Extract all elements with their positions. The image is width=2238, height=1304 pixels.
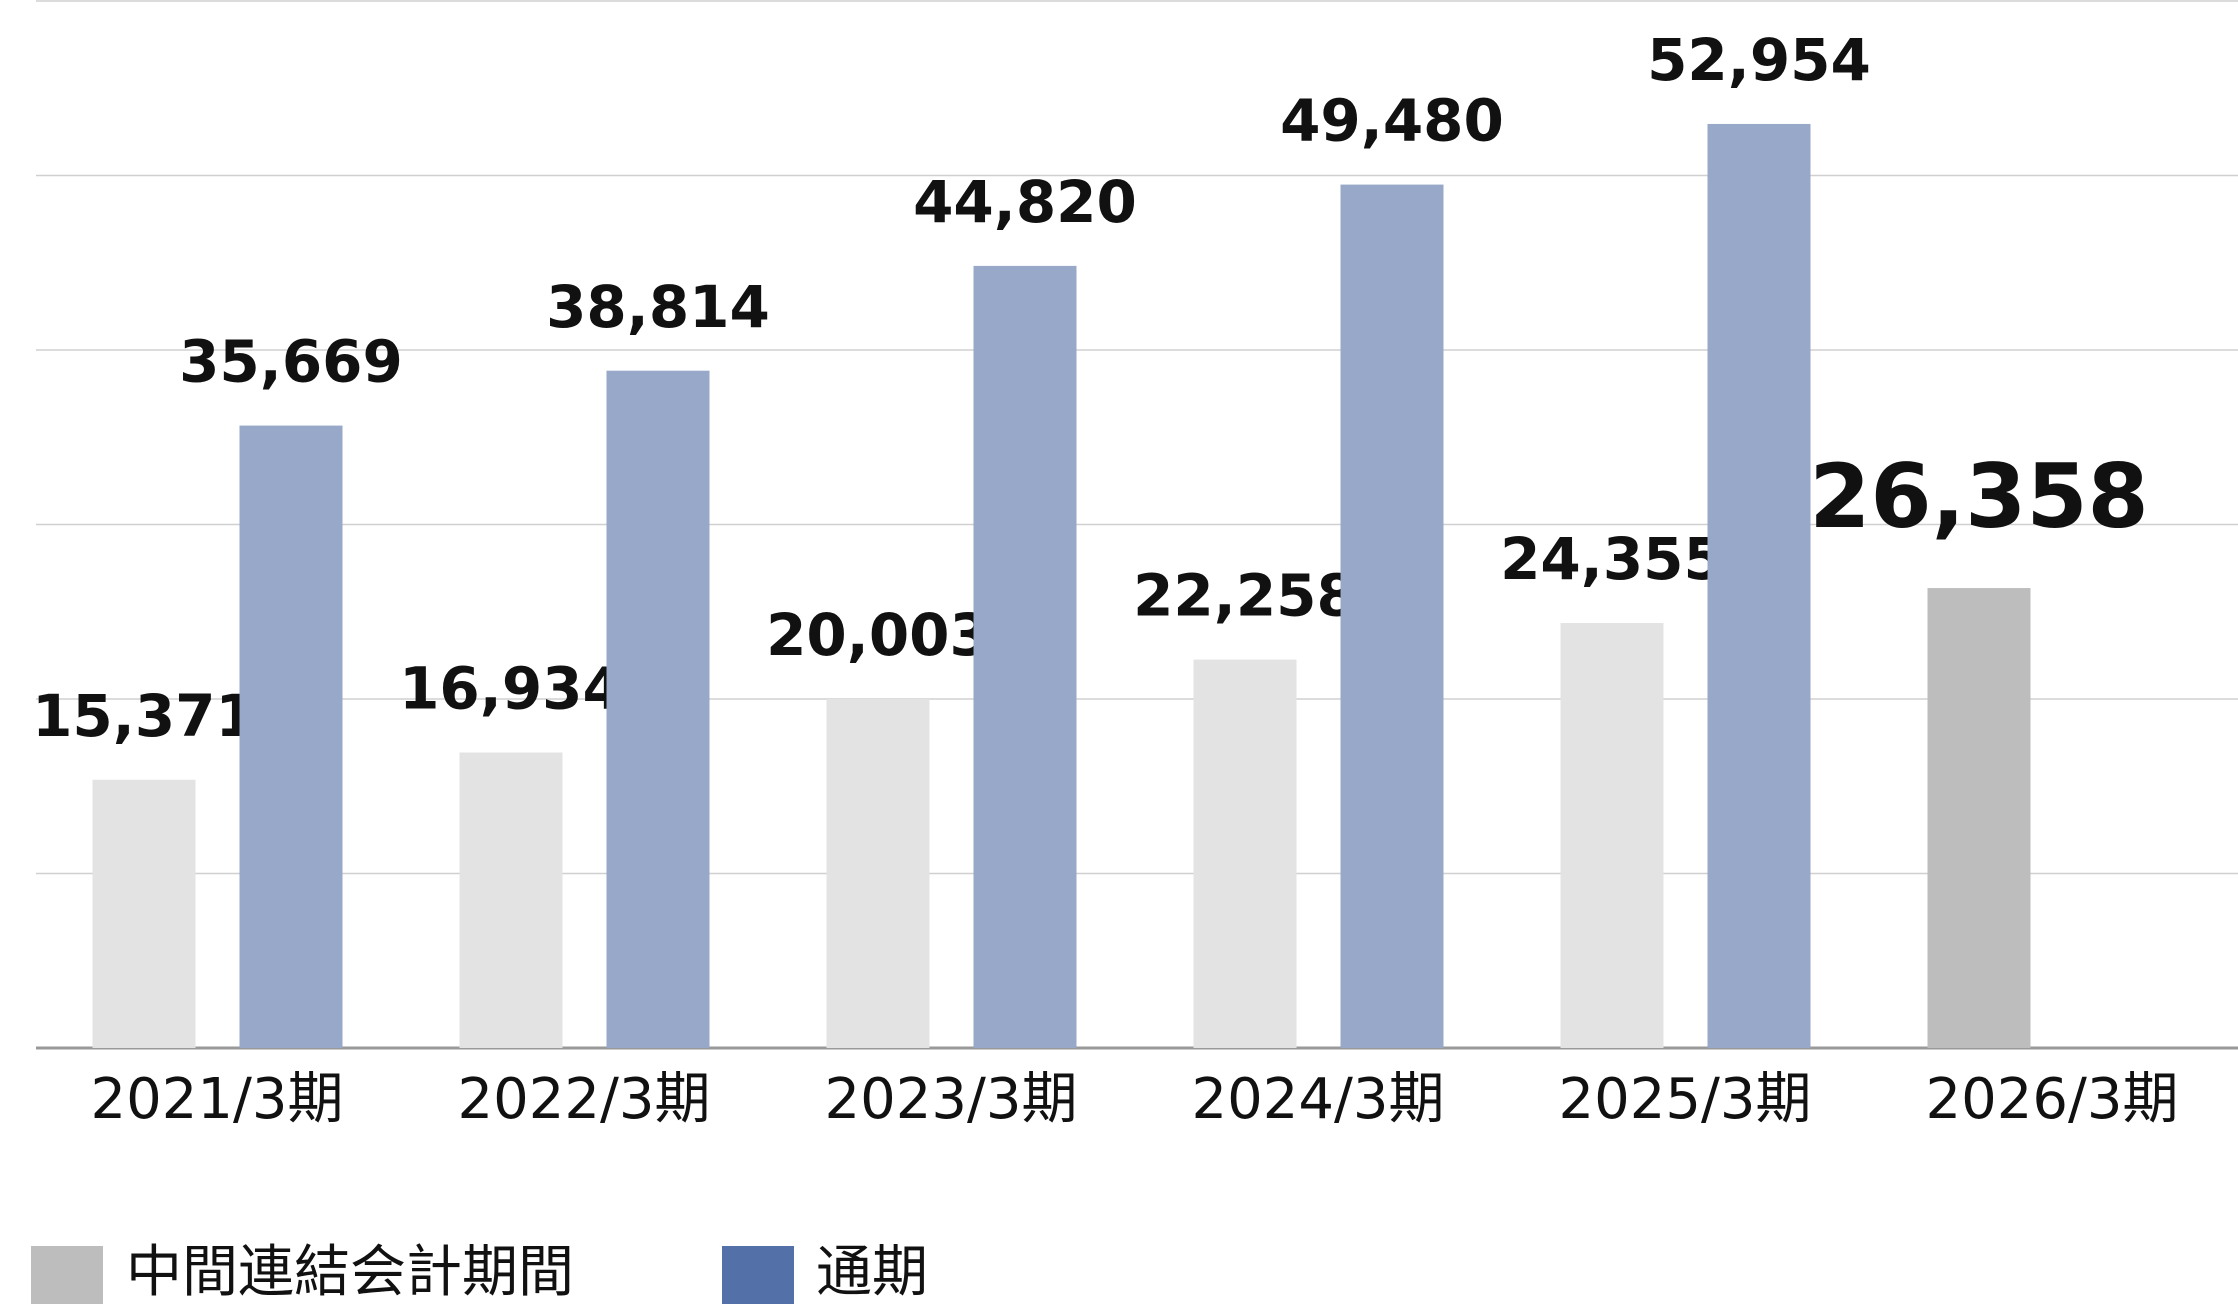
x-tick-label: 2023/3期 [824, 1067, 1077, 1132]
x-tick-label: 2025/3期 [1558, 1067, 1811, 1132]
value-label: 44,820 [913, 168, 1137, 236]
legend-label: 通期 [816, 1240, 928, 1304]
bar [1927, 588, 2031, 1048]
bar [973, 265, 1077, 1048]
value-label: 38,814 [546, 273, 770, 341]
value-label: 35,669 [179, 328, 403, 396]
legend-swatch [722, 1246, 794, 1304]
bar [606, 370, 710, 1049]
bar [1193, 659, 1297, 1048]
value-label: 26,358 [1809, 445, 2149, 548]
value-label: 22,258 [1133, 562, 1357, 630]
bar [239, 425, 343, 1049]
bar [92, 779, 196, 1048]
x-tick-label: 2024/3期 [1191, 1067, 1444, 1132]
bar [1560, 623, 1664, 1048]
value-label: 52,954 [1647, 26, 1871, 94]
x-tick-label: 2022/3期 [457, 1067, 710, 1132]
value-label: 20,003 [766, 601, 990, 669]
bar [459, 752, 563, 1048]
value-label: 15,371 [32, 682, 256, 750]
legend-label: 中間連結会計期間 [126, 1240, 574, 1304]
bar [1707, 123, 1811, 1048]
value-label: 49,480 [1280, 87, 1504, 155]
x-tick-label: 2026/3期 [1925, 1067, 2178, 1132]
x-tick-label: 2021/3期 [90, 1067, 343, 1132]
value-label: 16,934 [399, 655, 623, 723]
bar [1340, 184, 1444, 1049]
legend-swatch [31, 1246, 103, 1304]
value-label: 24,355 [1500, 525, 1724, 593]
bar [826, 698, 930, 1048]
